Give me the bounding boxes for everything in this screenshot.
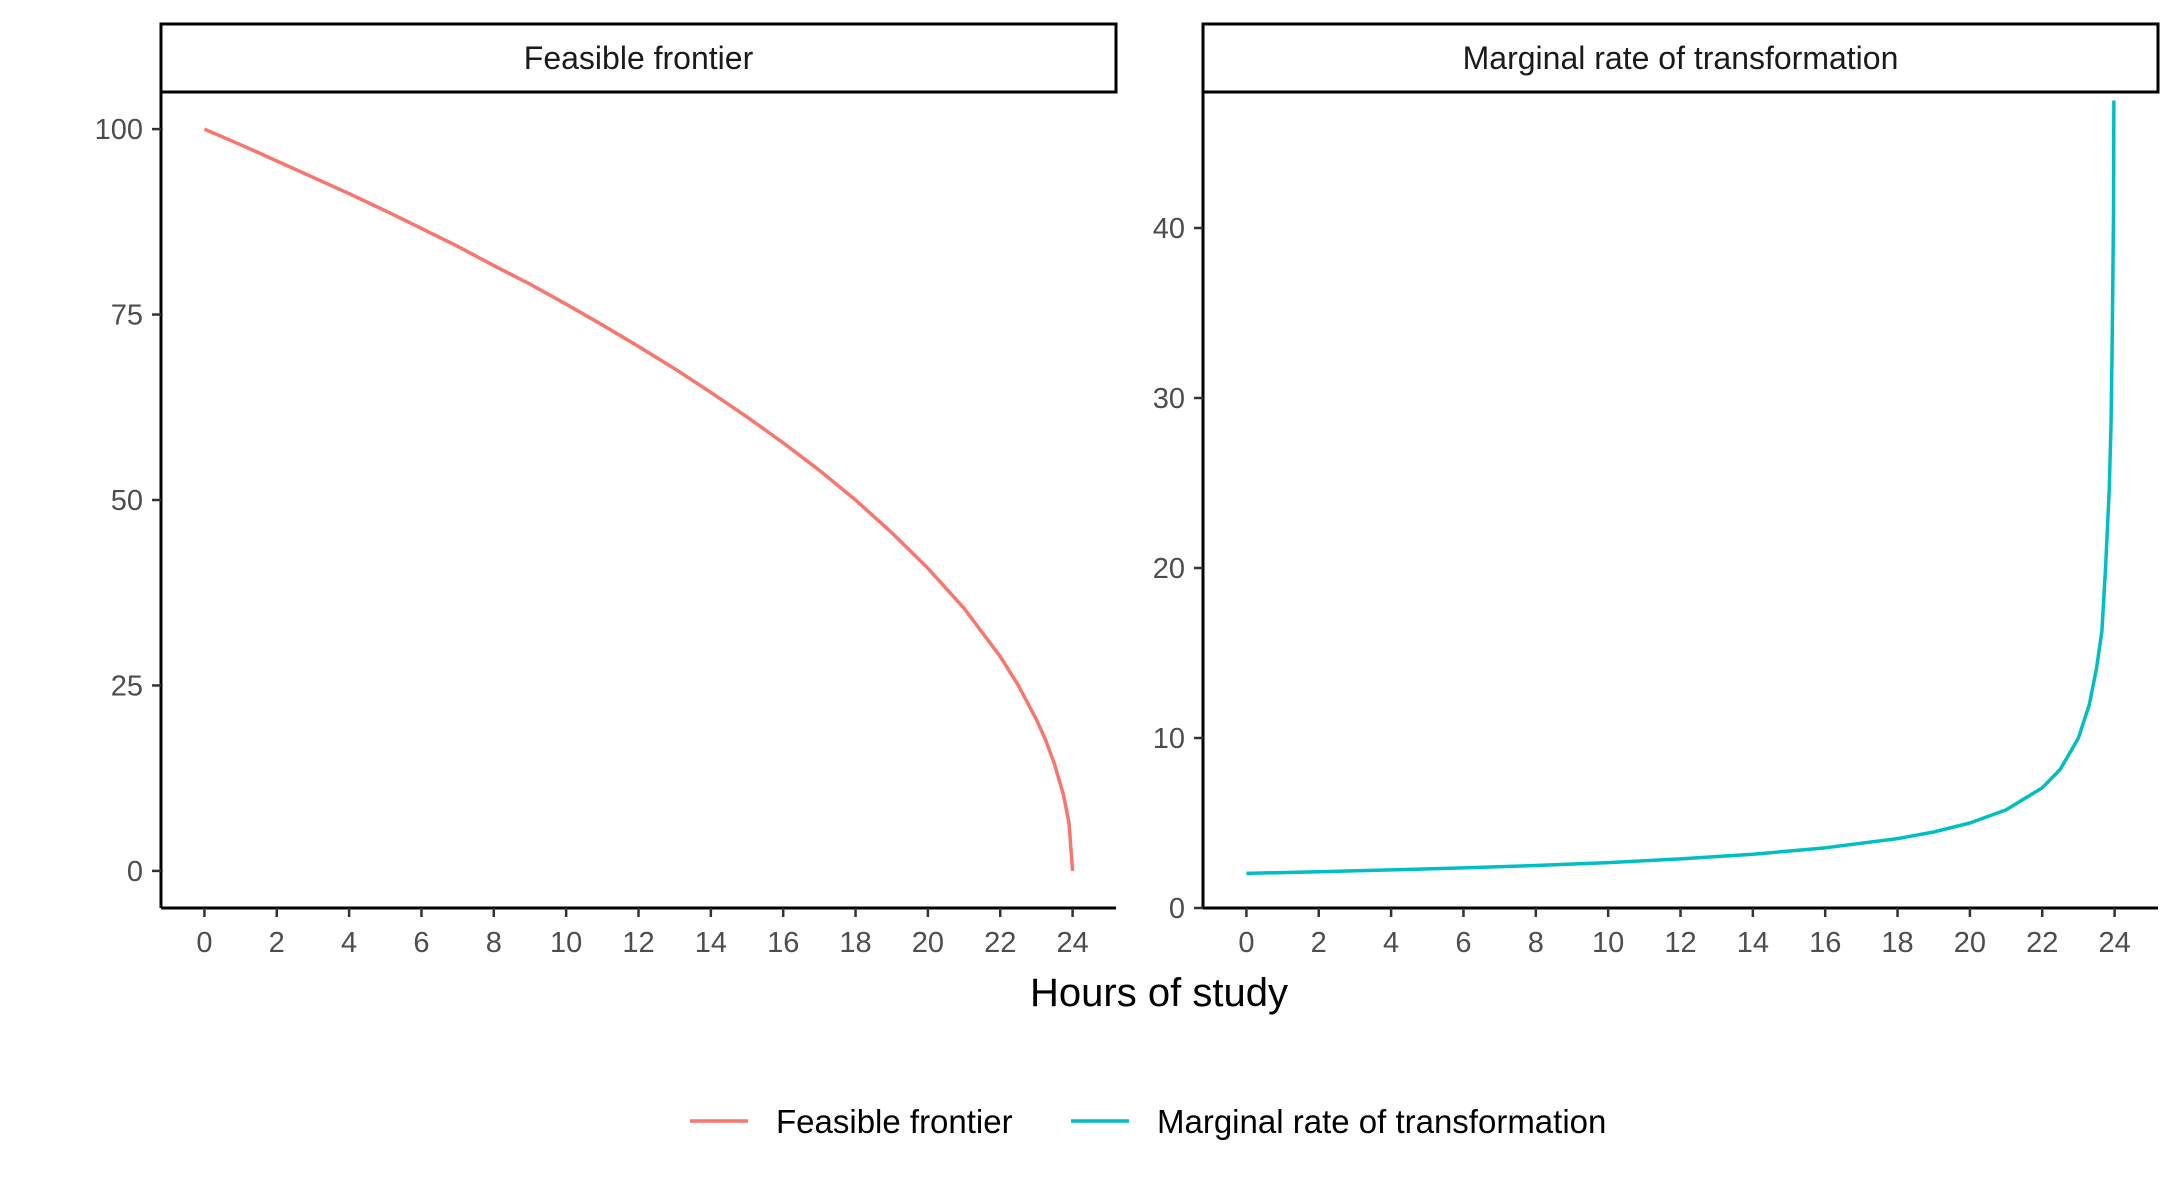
x-tick-label: 10 — [1592, 927, 1624, 959]
legend-label-feasible-frontier: Feasible frontier — [776, 1103, 1013, 1140]
x-ticks: 0 2 4 6 8 10 12 14 16 18 20 22 24 — [196, 908, 1089, 959]
y-tick-label: 50 — [111, 485, 143, 517]
series-layer — [1246, 100, 2116, 876]
x-tick-label: 14 — [1737, 927, 1769, 959]
series-line-feasible-frontier — [203, 127, 1075, 872]
x-tick-label: 16 — [767, 927, 799, 959]
panel-title: Feasible frontier — [524, 40, 754, 76]
x-tick-label: 2 — [269, 927, 285, 959]
y-tick-label: 0 — [127, 856, 143, 888]
x-axis-title: Hours of study — [1030, 971, 1288, 1015]
x-tick-label: 0 — [1238, 927, 1254, 959]
x-tick-label: 8 — [1528, 927, 1544, 959]
x-tick-label: 4 — [341, 927, 357, 959]
x-tick-label: 10 — [550, 927, 582, 959]
panel-title: Marginal rate of transformation — [1463, 40, 1899, 76]
x-tick-label: 14 — [695, 927, 727, 959]
x-tick-label: 12 — [622, 927, 654, 959]
x-tick-label: 18 — [1881, 927, 1913, 959]
series-line-marginal-rate-of-transformation — [1246, 100, 2116, 876]
y-tick-label: 10 — [1153, 723, 1185, 755]
x-tick-label: 0 — [196, 927, 212, 959]
panel-marginal-rate: Marginal rate of transformation 01020304… — [1153, 22, 2160, 959]
series-layer — [203, 127, 1075, 872]
y-tick-label: 40 — [1153, 213, 1185, 245]
x-tick-label: 16 — [1809, 927, 1841, 959]
x-tick-label: 6 — [413, 927, 429, 959]
x-tick-label: 24 — [2098, 927, 2130, 959]
x-tick-label: 24 — [1056, 927, 1088, 959]
y-tick-label: 100 — [95, 114, 143, 146]
x-tick-label: 22 — [2026, 927, 2058, 959]
x-tick-label: 8 — [486, 927, 502, 959]
x-tick-label: 4 — [1383, 927, 1399, 959]
y-tick-label: 75 — [111, 300, 143, 332]
y-tick-label: 25 — [111, 670, 143, 702]
y-ticks: 0 10 20 30 40 — [1153, 213, 1203, 925]
strip-box — [1201, 22, 2160, 94]
y-ticks: 0 25 50 75 100 — [95, 114, 161, 888]
x-tick-label: 18 — [839, 927, 871, 959]
x-ticks: 0 2 4 6 8 10 12 14 16 18 20 22 24 — [1238, 908, 2131, 959]
legend-label-marginal-rate: Marginal rate of transformation — [1157, 1103, 1606, 1140]
x-tick-label: 20 — [1954, 927, 1986, 959]
y-tick-label: 0 — [1169, 893, 1185, 925]
y-tick-label: 30 — [1153, 383, 1185, 415]
x-tick-label: 2 — [1311, 927, 1327, 959]
x-tick-label: 6 — [1455, 927, 1471, 959]
y-tick-label: 20 — [1153, 553, 1185, 585]
x-tick-label: 22 — [984, 927, 1016, 959]
strip-box — [159, 22, 1118, 94]
legend: Feasible frontier Marginal rate of trans… — [690, 1103, 1606, 1140]
x-tick-label: 20 — [912, 927, 944, 959]
x-tick-label: 12 — [1664, 927, 1696, 959]
